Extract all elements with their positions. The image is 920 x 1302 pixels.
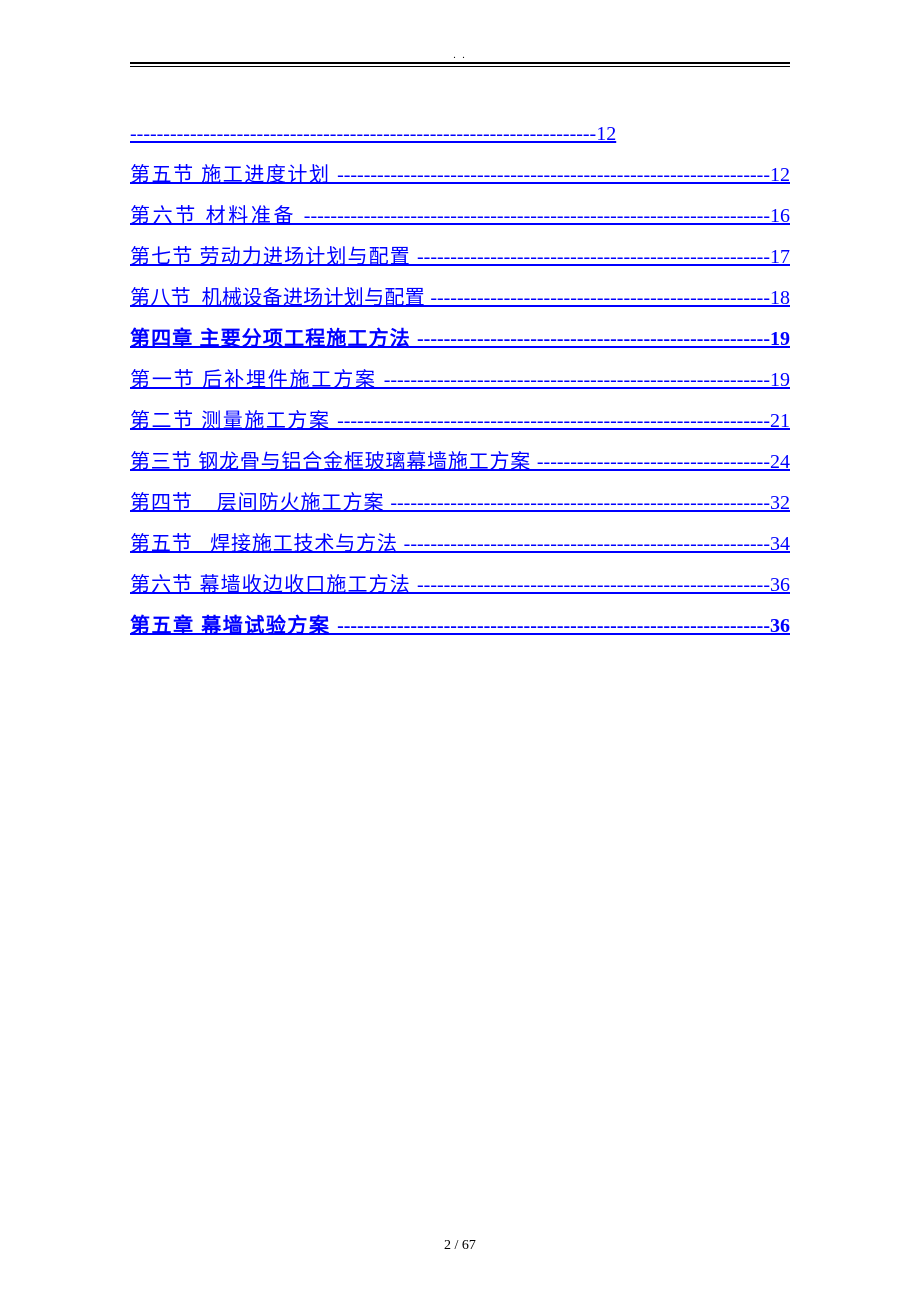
toc-entry[interactable]: 第五节 焊接施工技术与方法 --------------------------… <box>130 524 790 565</box>
header-rule <box>130 62 790 67</box>
toc-entry[interactable]: 第五章 幕墙试验方案 -----------------------------… <box>130 606 790 647</box>
toc-entry[interactable]: 第一节 后补埋件施工方案 ---------------------------… <box>130 360 790 401</box>
toc-entry[interactable]: 第二节 测量施工方案 -----------------------------… <box>130 401 790 442</box>
toc-entry[interactable]: 第六节 材料准备 -------------------------------… <box>130 196 790 237</box>
page-footer: 2 / 67 <box>0 1238 920 1254</box>
toc-entry[interactable]: ----------------------------------------… <box>130 114 790 155</box>
toc-entry[interactable]: 第八节 机械设备进场计划与配置 ------------------------… <box>130 278 790 319</box>
toc-entry[interactable]: 第五节 施工进度计划 -----------------------------… <box>130 155 790 196</box>
toc-entry[interactable]: 第四章 主要分项工程施工方法 -------------------------… <box>130 319 790 360</box>
header-mark: . . <box>453 50 467 61</box>
toc-entry[interactable]: 第七节 劳动力进场计划与配置 -------------------------… <box>130 237 790 278</box>
document-page: . . ------------------------------------… <box>0 0 920 1302</box>
toc-entry[interactable]: 第六节 幕墙收边收口施工方法 -------------------------… <box>130 565 790 606</box>
toc-entry[interactable]: 第三节 钢龙骨与铝合金框玻璃幕墙施工方案 -------------------… <box>130 442 790 483</box>
toc-entry[interactable]: 第四节 层间防火施工方案 ---------------------------… <box>130 483 790 524</box>
table-of-contents: ----------------------------------------… <box>130 114 790 647</box>
